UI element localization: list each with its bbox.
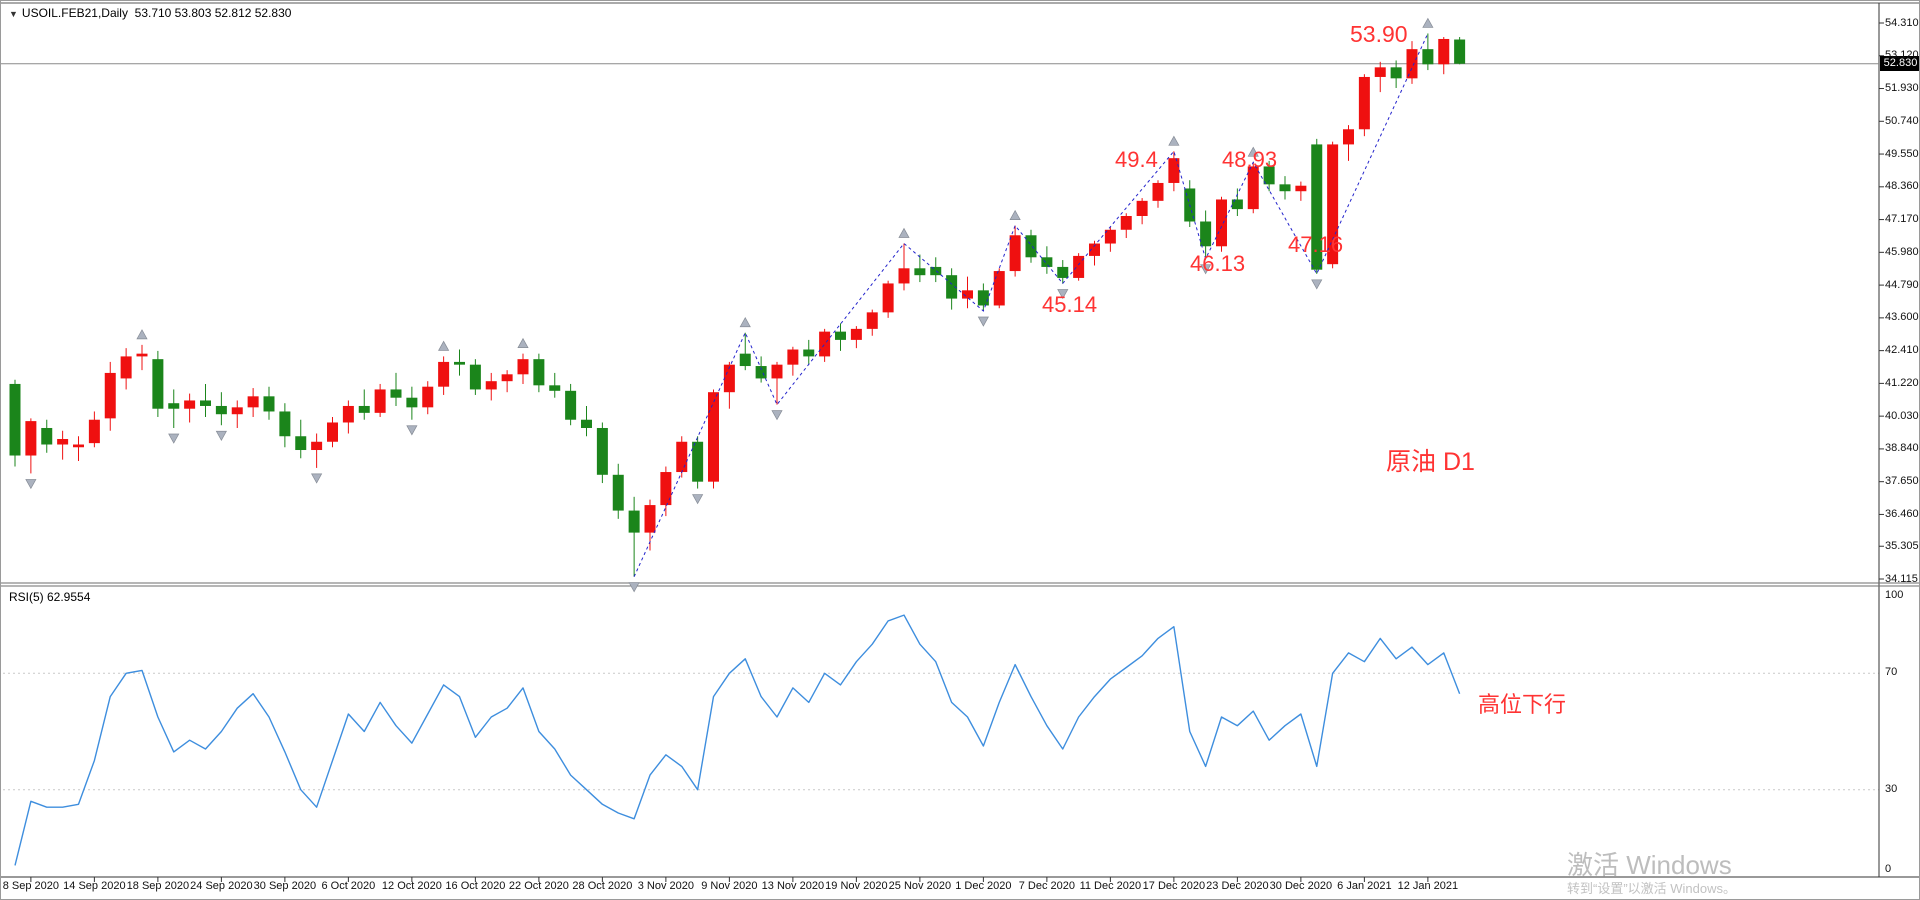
price-axis-label: 49.550 [1885,147,1919,160]
rsi-indicator-label: RSI(5) 62.9554 [9,590,91,604]
date-axis-label: 30 Dec 2020 [1269,880,1333,892]
symbol-name: USOIL.FEB21,Daily [21,6,128,20]
date-axis-label: 28 Oct 2020 [572,880,633,892]
price-axis-label: 41.220 [1885,376,1919,389]
price-axis-label: 35.305 [1885,539,1919,552]
date-axis-label: 6 Jan 2021 [1337,880,1392,892]
price-axis-label: 44.790 [1885,278,1919,291]
date-axis-label: 14 Sep 2020 [63,880,126,892]
current-price-badge: 52.830 [1880,56,1919,71]
date-axis-label: 16 Oct 2020 [445,880,506,892]
ohlc-values: 53.710 53.803 52.812 52.830 [134,6,292,20]
date-axis-label: 18 Sep 2020 [126,880,190,892]
date-axis-label: 7 Dec 2020 [1018,880,1076,892]
price-axis-label: 48.360 [1885,180,1919,193]
price-axis-label: 43.600 [1885,311,1919,324]
chart-annotation: 48.93 [1222,147,1278,172]
chart-annotation: 49.4 [1115,147,1158,172]
date-axis-label: 17 Dec 2020 [1142,880,1206,892]
date-axis-label: 23 Dec 2020 [1206,880,1269,892]
date-axis-label: 24 Sep 2020 [190,880,253,892]
date-axis-label: 25 Nov 2020 [888,880,952,892]
chart-annotation: 原油 D1 [1386,448,1475,476]
chart-annotation: 46.13 [1190,251,1246,276]
date-axis-label: 12 Jan 2021 [1397,880,1459,892]
windows-activation-watermark: 激活 Windows [1567,850,1732,880]
price-axis-label: 54.310 [1885,16,1919,29]
date-axis-label: 1 Dec 2020 [955,880,1012,892]
date-axis-label: 8 Sep 2020 [2,880,60,892]
rsi-axis-label: 0 [1885,863,1892,875]
price-axis-label: 47.170 [1885,213,1919,226]
price-axis-label: 51.930 [1885,82,1919,95]
date-axis-label: 12 Oct 2020 [381,880,442,892]
date-axis-label: 11 Dec 2020 [1079,880,1142,892]
date-axis-label: 30 Sep 2020 [253,880,317,892]
rsi-axis-label: 30 [1885,782,1898,795]
date-axis-label: 19 Nov 2020 [825,880,888,892]
rsi-axis-label: 70 [1885,666,1898,679]
date-axis-label: 3 Nov 2020 [637,880,695,892]
price-axis-label: 34.115 [1885,572,1918,585]
rsi-axis-label: 100 [1885,589,1904,601]
date-axis-label: 22 Oct 2020 [508,880,569,892]
price-axis-label: 40.030 [1885,409,1919,422]
price-axis-label: 37.650 [1885,475,1919,488]
chart-annotation: 53.90 [1350,21,1408,47]
chart-dropdown-icon[interactable]: ▼ [9,9,18,19]
chart-annotation: 47.16 [1288,232,1344,257]
price-axis-label: 50.740 [1885,114,1919,127]
date-axis-label: 9 Nov 2020 [701,880,758,892]
price-axis-label: 42.410 [1885,344,1919,357]
chart-annotation: 高位下行 [1478,692,1567,717]
date-axis-label: 6 Oct 2020 [321,880,376,892]
price-axis-label: 38.840 [1885,442,1919,455]
windows-activation-watermark-subtext: 转到“设置”以激活 Windows。 [1567,881,1737,896]
price-axis-label: 45.980 [1885,245,1919,258]
price-axis-label: 36.460 [1885,507,1919,520]
symbol-ohlc-header: ▼ USOIL.FEB21,Daily 53.710 53.803 52.812 … [9,6,291,20]
chart-annotation: 45.14 [1042,292,1098,317]
price-axis-label: 53.120 [1885,49,1919,62]
date-axis-label: 13 Nov 2020 [761,880,825,892]
